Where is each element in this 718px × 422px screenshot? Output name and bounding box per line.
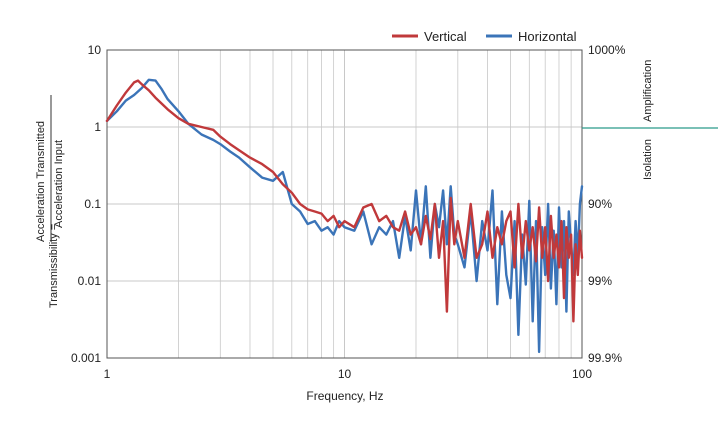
legend-label-horizontal: Horizontal [518, 29, 577, 44]
y-axis-label-numerator: Acceleration Transmitted [35, 121, 47, 242]
right-tick-label: 90% [588, 197, 612, 211]
y-axis-label-prefix: Transmissibility = [48, 224, 60, 308]
right-axis-isolation-label: Isolation [642, 139, 654, 180]
y-tick-label: 1 [94, 120, 101, 134]
series-line-vertical [105, 79, 584, 323]
x-tick-label: 1 [104, 367, 111, 381]
y-tick-label: 0.1 [84, 197, 101, 211]
y-tick-label: 0.01 [78, 274, 102, 288]
plot-frame [106, 49, 583, 359]
legend: Vertical Horizontal [392, 29, 577, 44]
y-axis-label-denominator: Acceleration Input [53, 140, 65, 228]
right-tick-label: 99.9% [588, 351, 622, 365]
right-tick-label: 99% [588, 274, 612, 288]
y-tick-label: 10 [88, 43, 102, 57]
y-axis-label: Transmissibility = Acceleration Transmit… [35, 95, 65, 308]
x-tick-label: 10 [338, 367, 352, 381]
series-layer [105, 78, 584, 354]
right-tick-labels: 1000% 90% 99% 99.9% [588, 43, 626, 365]
right-axis-amplification-label: Amplification [642, 60, 654, 122]
legend-label-vertical: Vertical [424, 29, 467, 44]
x-tick-label: 100 [572, 367, 592, 381]
x-tick-labels: 1 10 100 [104, 367, 593, 381]
grid [107, 50, 582, 358]
y-tick-label: 0.001 [71, 351, 101, 365]
y-tick-labels: 10 1 0.1 0.01 0.001 [71, 43, 101, 365]
right-tick-label: 1000% [588, 43, 626, 57]
x-axis-label: Frequency, Hz [306, 389, 383, 403]
